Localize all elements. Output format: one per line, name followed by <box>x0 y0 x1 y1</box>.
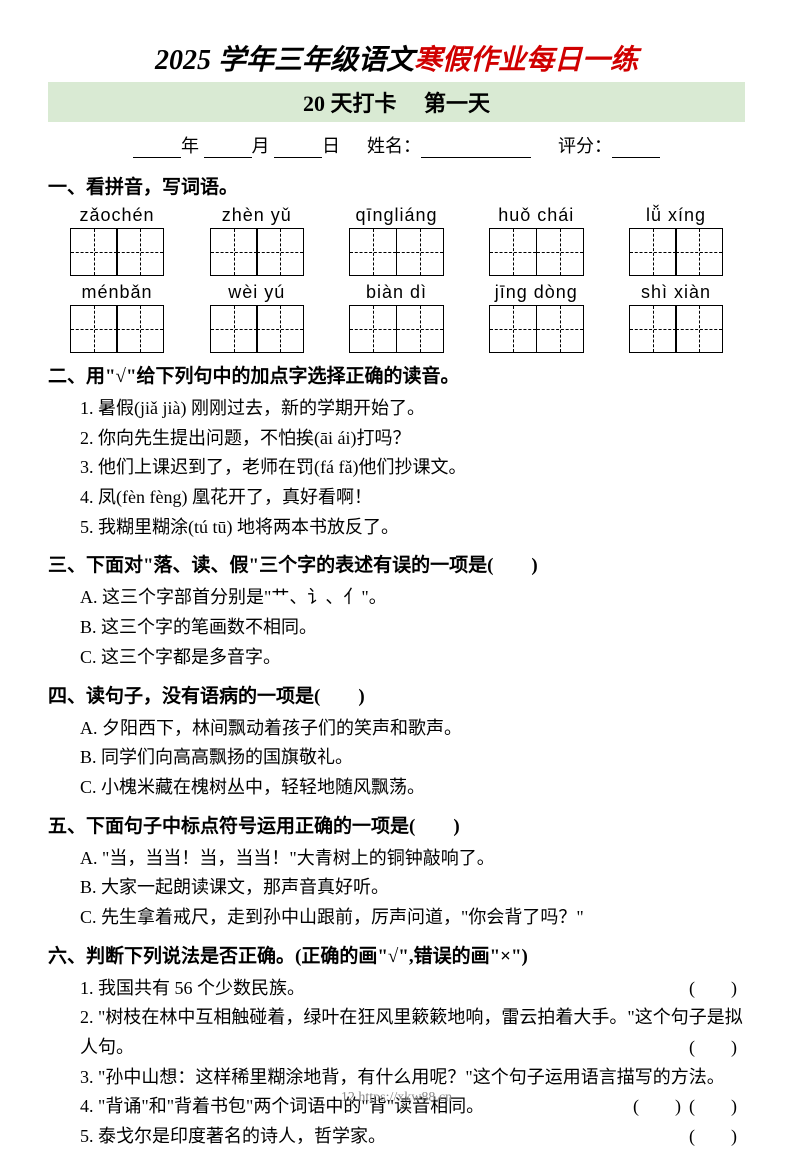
tianzige-box[interactable] <box>489 305 537 353</box>
pinyin-row-1: zǎochén zhèn yǔ qīngliáng huǒ chái lǚ xí… <box>58 205 735 276</box>
info-line: 年 月 日 姓名： 评分： <box>48 132 745 158</box>
section4-heading: 四、读句子，没有语病的一项是( ) <box>48 681 745 708</box>
tianzige-box[interactable] <box>349 305 397 353</box>
section5-heading: 五、下面句子中标点符号运用正确的一项是( ) <box>48 811 745 838</box>
tianzige-box[interactable] <box>675 305 723 353</box>
list-item: B. 大家一起朗读课文，那声音真好听。 <box>80 873 745 903</box>
tianzige-box[interactable] <box>210 228 258 276</box>
pinyin-row-2: ménbǎn wèi yú biàn dì jīng dòng shì xiàn <box>58 282 735 353</box>
tianzige-box[interactable] <box>675 228 723 276</box>
pinyin-label: zǎochén <box>58 205 176 226</box>
tf-text: 2. "树枝在林中互相触碰着，绿叶在狂风里簌簌地响，雷云拍着大手。"这个句子是拟… <box>80 1007 743 1057</box>
pinyin-label: jīng dòng <box>477 282 595 303</box>
subtitle-bar: 20 天打卡 第一天 <box>48 82 745 122</box>
pinyin-col: lǚ xíng <box>617 205 735 276</box>
list-item: C. 这三个字都是多音字。 <box>80 643 745 673</box>
name-label: 姓名： <box>367 136 421 156</box>
pinyin-col: biàn dì <box>338 282 456 353</box>
month-blank[interactable] <box>204 140 252 158</box>
tianzige-box[interactable] <box>536 305 584 353</box>
tianzige-box[interactable] <box>70 228 118 276</box>
tianzige-box[interactable] <box>396 228 444 276</box>
list-item: A. "当，当当！当，当当！"大青树上的铜钟敲响了。 <box>80 844 745 874</box>
footer-text: 12 https://xkw88.cn <box>0 1090 793 1106</box>
pinyin-col: shì xiàn <box>617 282 735 353</box>
pinyin-col: qīngliáng <box>338 205 456 276</box>
list-item: 2. 你向先生提出问题，不怕挨(āi ái)打吗？ <box>80 424 745 454</box>
list-item: 1. 我国共有 56 个少数民族。 ( ) <box>80 974 745 1004</box>
section2-heading: 二、用"√"给下列句中的加点字选择正确的读音。 <box>48 361 745 388</box>
year-blank[interactable] <box>133 140 181 158</box>
page-title: 2025 学年三年级语文寒假作业每日一练 <box>48 38 745 78</box>
tianzige-box[interactable] <box>256 305 304 353</box>
name-blank[interactable] <box>421 140 531 158</box>
tf-blank[interactable]: ( ) <box>689 974 737 1004</box>
list-item: B. 同学们向高高飘扬的国旗敬礼。 <box>80 743 745 773</box>
score-label: 评分： <box>558 136 612 156</box>
tianzige-box[interactable] <box>629 305 677 353</box>
list-item: 3. 他们上课迟到了，老师在罚(fá fǎ)他们抄课文。 <box>80 453 745 483</box>
pinyin-col: wèi yú <box>198 282 316 353</box>
year-label: 年 <box>181 136 199 156</box>
pinyin-label: ménbǎn <box>58 282 176 303</box>
tf-text: 3. "孙中山想：这样稀里糊涂地背，有什么用呢？"这个句子运用语言描写的方法。 <box>80 1067 725 1087</box>
list-item: C. 小槐米藏在槐树丛中，轻轻地随风飘荡。 <box>80 773 745 803</box>
section4-opts: A. 夕阳西下，林间飘动着孩子们的笑声和歌声。 B. 同学们向高高飘扬的国旗敬礼… <box>80 714 745 803</box>
tianzige-box[interactable] <box>536 228 584 276</box>
section6-list: 1. 我国共有 56 个少数民族。 ( ) 2. "树枝在林中互相触碰着，绿叶在狂… <box>80 974 745 1152</box>
tianzige-box[interactable] <box>256 228 304 276</box>
section1-heading: 一、看拼音，写词语。 <box>48 172 745 199</box>
list-item: 3. "孙中山想：这样稀里糊涂地背，有什么用呢？"这个句子运用语言描写的方法。(… <box>80 1063 745 1093</box>
section3-heading: 三、下面对"落、读、假"三个字的表述有误的一项是( ) <box>48 550 745 577</box>
pinyin-label: wèi yú <box>198 282 316 303</box>
tf-blank[interactable]: ( ) <box>689 1033 737 1063</box>
pinyin-label: shì xiàn <box>617 282 735 303</box>
month-label: 月 <box>252 136 270 156</box>
pinyin-label: huǒ chái <box>477 205 595 226</box>
tianzige-box[interactable] <box>629 228 677 276</box>
title-red: 寒假作业每日一练 <box>414 45 638 76</box>
tf-blank[interactable]: ( ) <box>689 1122 737 1152</box>
pinyin-col: ménbǎn <box>58 282 176 353</box>
title-black: 2025 学年三年级语文 <box>155 45 414 76</box>
list-item: 5. 我糊里糊涂(tú tū) 地将两本书放反了。 <box>80 513 745 543</box>
tianzige-box[interactable] <box>396 305 444 353</box>
tf-text: 5. 泰戈尔是印度著名的诗人，哲学家。 <box>80 1126 386 1146</box>
pinyin-col: huǒ chái <box>477 205 595 276</box>
pinyin-label: qīngliáng <box>338 205 456 226</box>
tianzige-box[interactable] <box>210 305 258 353</box>
list-item: 5. 泰戈尔是印度著名的诗人，哲学家。 ( ) <box>80 1122 745 1152</box>
score-blank[interactable] <box>612 140 660 158</box>
pinyin-col: jīng dòng <box>477 282 595 353</box>
pinyin-label: biàn dì <box>338 282 456 303</box>
list-item: C. 先生拿着戒尺，走到孙中山跟前，厉声问道，"你会背了吗？" <box>80 903 745 933</box>
section5-opts: A. "当，当当！当，当当！"大青树上的铜钟敲响了。 B. 大家一起朗读课文，那… <box>80 844 745 933</box>
section3-opts: A. 这三个字部首分别是"艹、讠、亻"。 B. 这三个字的笔画数不相同。 C. … <box>80 583 745 672</box>
list-item: B. 这三个字的笔画数不相同。 <box>80 613 745 643</box>
pinyin-label: zhèn yǔ <box>198 205 316 226</box>
list-item: 2. "树枝在林中互相触碰着，绿叶在狂风里簌簌地响，雷云拍着大手。"这个句子是拟… <box>80 1003 745 1062</box>
tianzige-box[interactable] <box>70 305 118 353</box>
list-item: 4. 凤(fèn fèng) 凰花开了，真好看啊！ <box>80 483 745 513</box>
pinyin-label: lǚ xíng <box>617 205 735 226</box>
list-item: 1. 暑假(jiǎ jià) 刚刚过去，新的学期开始了。 <box>80 394 745 424</box>
day-blank[interactable] <box>274 140 322 158</box>
day-label: 日 <box>322 136 340 156</box>
tianzige-box[interactable] <box>349 228 397 276</box>
list-item: A. 这三个字部首分别是"艹、讠、亻"。 <box>80 583 745 613</box>
tf-text: 1. 我国共有 56 个少数民族。 <box>80 978 305 998</box>
pinyin-col: zhèn yǔ <box>198 205 316 276</box>
tianzige-box[interactable] <box>489 228 537 276</box>
tianzige-box[interactable] <box>116 305 164 353</box>
list-item: A. 夕阳西下，林间飘动着孩子们的笑声和歌声。 <box>80 714 745 744</box>
tianzige-box[interactable] <box>116 228 164 276</box>
pinyin-col: zǎochén <box>58 205 176 276</box>
section6-heading: 六、判断下列说法是否正确。(正确的画"√",错误的画"×") <box>48 941 745 968</box>
section2-list: 1. 暑假(jiǎ jià) 刚刚过去，新的学期开始了。 2. 你向先生提出问题… <box>80 394 745 542</box>
